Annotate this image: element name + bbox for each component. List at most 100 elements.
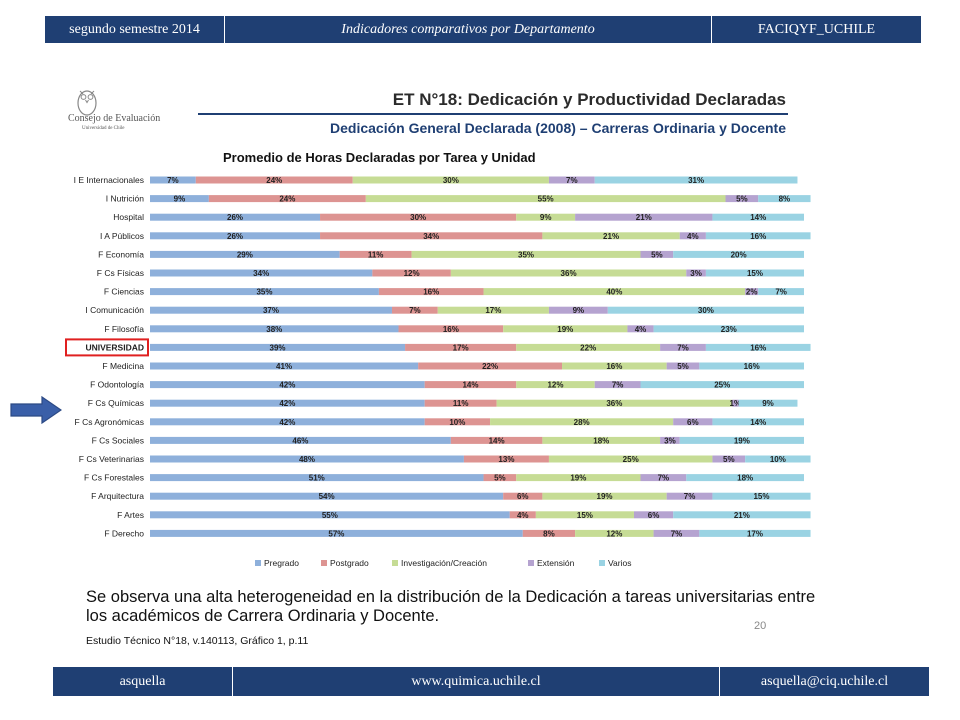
bar-segment (150, 325, 399, 333)
bar-segment (535, 511, 634, 519)
category-label: UNIVERSIDAD (85, 342, 144, 352)
data-label: 7% (671, 529, 683, 538)
data-label: 35% (256, 288, 272, 297)
data-label: 13% (498, 455, 514, 464)
bar-segment (503, 492, 543, 500)
bar-segment (150, 269, 373, 277)
slide-page-number: 20 (754, 620, 767, 632)
data-label: 9% (573, 306, 585, 315)
bar-segment (712, 418, 804, 426)
bar-segment (411, 250, 641, 258)
data-label: 22% (482, 362, 498, 371)
data-label: 21% (734, 511, 750, 520)
bar-segment (339, 250, 412, 258)
data-label: 12% (606, 529, 622, 538)
data-label: 6% (517, 492, 529, 501)
data-label: 10% (449, 418, 465, 427)
bar-segment (745, 288, 759, 296)
bar-segment (450, 436, 543, 444)
footer-email: asquella@ciq.uchile.cl (760, 673, 889, 689)
bar-segment (150, 362, 419, 370)
bar-segment (660, 436, 680, 444)
category-label: F Derecho (104, 528, 144, 538)
category-label: I Comunicación (85, 305, 144, 315)
bar-segment (666, 492, 713, 500)
bar-segment (627, 325, 654, 333)
bar-segment (150, 381, 425, 389)
data-label: 4% (687, 232, 699, 241)
bar-segment (575, 529, 654, 537)
data-label: 37% (263, 306, 279, 315)
data-label: 7% (612, 381, 624, 390)
data-label: 30% (443, 176, 459, 185)
bar-segment (516, 213, 576, 221)
header-organization: FACIQYF_UCHILE (757, 21, 876, 37)
data-label: 11% (368, 250, 384, 259)
header-title: Indicadores comparativos por Departament… (225, 16, 712, 43)
bar-segment (522, 529, 576, 537)
category-label: F Cs Forestales (84, 473, 144, 483)
data-label: 38% (266, 325, 282, 334)
data-label: 7% (658, 474, 670, 483)
bar-segment (320, 213, 517, 221)
bar-segment (758, 195, 811, 203)
data-label: 57% (328, 529, 344, 538)
bar-segment (463, 455, 549, 463)
data-label: 9% (540, 213, 552, 222)
category-label: Hospital (113, 212, 144, 222)
data-label: 16% (423, 288, 439, 297)
legend-swatch (321, 560, 327, 566)
data-label: 15% (753, 492, 769, 501)
data-label: 26% (227, 232, 243, 241)
bar-segment (483, 288, 746, 296)
bar-segment (150, 213, 321, 221)
data-label: 19% (734, 436, 750, 445)
legend-label: Pregrado (264, 558, 299, 568)
bar-segment (673, 250, 804, 258)
bar-segment (150, 529, 523, 537)
bar-segment (150, 176, 196, 184)
data-label: 12% (404, 269, 420, 278)
legend-swatch (255, 560, 261, 566)
data-label: 25% (714, 381, 730, 390)
bar-segment (437, 306, 549, 314)
legend-swatch (392, 560, 398, 566)
category-label: F Arquitectura (91, 491, 144, 501)
data-label: 4% (517, 511, 529, 520)
legend-swatch (599, 560, 605, 566)
data-label: 51% (309, 474, 325, 483)
bar-segment (150, 418, 425, 426)
data-label: 41% (276, 362, 292, 371)
legend-label: Investigación/Creación (401, 558, 487, 568)
bar-segment (673, 511, 811, 519)
chart-legend: Pregrado Postgrado Investigación/Creación E… (255, 558, 631, 568)
data-label: 16% (750, 232, 766, 241)
data-label: 30% (698, 306, 714, 315)
bar-segment (705, 343, 811, 351)
data-label: 7% (167, 176, 179, 185)
category-label: F Artes (117, 510, 144, 520)
data-label: 6% (648, 511, 660, 520)
bar-segment (640, 381, 804, 389)
data-label: 42% (279, 418, 295, 427)
bar-segment (150, 288, 379, 296)
legend-label: Varios (608, 558, 631, 568)
data-label: 29% (237, 250, 253, 259)
category-label: F Cs Físicas (97, 268, 144, 278)
bar-segment (633, 511, 674, 519)
data-label: 6% (687, 418, 699, 427)
bar-segment (150, 474, 484, 482)
data-label: 5% (677, 362, 689, 371)
data-label: 23% (721, 325, 737, 334)
bar-segment (562, 362, 667, 370)
category-label: F Cs Agronómicas (75, 417, 144, 427)
bar-segment (496, 399, 733, 407)
data-label: 48% (299, 455, 315, 464)
bar-segment (640, 250, 674, 258)
data-label: 34% (253, 269, 269, 278)
data-label: 7% (775, 288, 787, 297)
bar-segment (378, 288, 484, 296)
category-label: F Filosofía (104, 324, 144, 334)
data-label: 26% (227, 213, 243, 222)
data-label: 34% (423, 232, 439, 241)
